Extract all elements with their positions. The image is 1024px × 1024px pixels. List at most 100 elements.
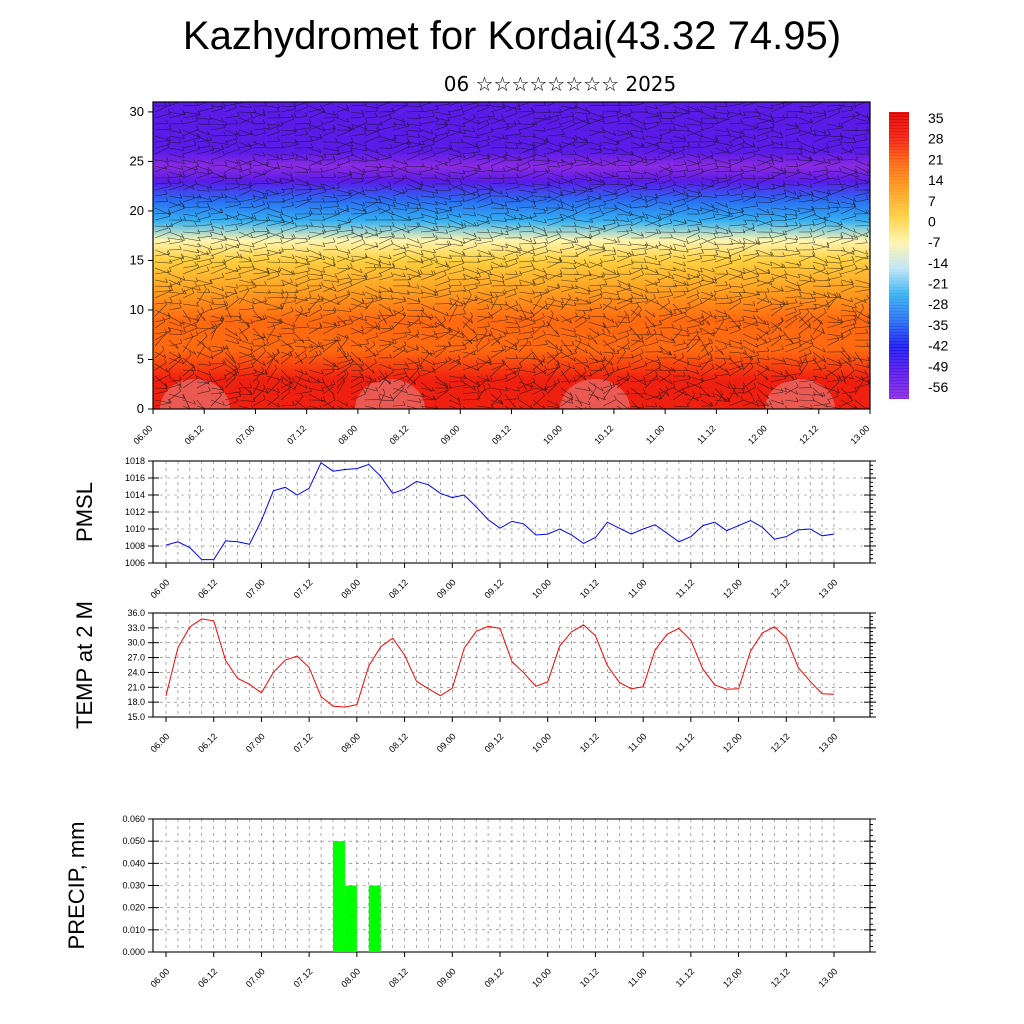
wind-barb <box>224 237 239 242</box>
wind-barb-flag <box>516 162 520 168</box>
wind-barb-flag <box>721 350 724 355</box>
wind-barb-flag <box>444 200 448 205</box>
wind-barb <box>644 213 660 220</box>
wind-barb <box>350 177 364 180</box>
wind-barb-flag <box>825 374 828 380</box>
wind-barb-flag <box>446 213 450 218</box>
wind-barb-flag <box>207 130 210 136</box>
wind-barb-flag <box>602 244 606 249</box>
wind-barb <box>854 268 868 275</box>
wind-barb-flag <box>805 358 809 364</box>
wind-barb <box>714 273 729 281</box>
wind-barb-flag <box>389 287 392 292</box>
wind-barb-flag <box>191 288 195 293</box>
wind-barb <box>700 216 716 221</box>
wind-barb <box>490 319 508 323</box>
wind-barb-flag <box>784 193 787 198</box>
wind-barb <box>798 171 812 176</box>
wind-barb-flag <box>266 249 270 254</box>
wind-barb-flag <box>277 388 280 393</box>
wind-barb-flag <box>697 335 701 340</box>
wind-barb <box>616 153 634 156</box>
wind-barb <box>504 315 523 320</box>
wind-barb-flag <box>358 357 362 362</box>
wind-barb-flag <box>639 193 643 198</box>
wind-barb-flag <box>568 293 571 299</box>
wind-barb <box>546 333 560 337</box>
wind-barb-flag <box>281 293 284 298</box>
wind-barb-flag <box>384 372 388 377</box>
wind-barb-flag <box>630 293 634 299</box>
wind-barb <box>210 291 228 298</box>
wind-barb <box>392 141 410 149</box>
wind-barb <box>168 159 185 165</box>
wind-barb-flag <box>768 233 772 238</box>
wind-barb <box>826 227 842 233</box>
wind-barb-flag <box>236 236 239 242</box>
wind-barb <box>714 249 730 254</box>
wind-barb <box>756 368 768 377</box>
wind-barb-flag <box>771 160 775 165</box>
wind-barb-flag <box>884 174 886 178</box>
wind-barb-flag <box>669 350 673 356</box>
wind-barb <box>406 267 421 275</box>
wind-barb <box>630 267 648 270</box>
wind-barb-flag <box>529 341 532 346</box>
wind-barb-flag <box>515 109 518 114</box>
wind-barb-flag <box>305 168 309 174</box>
wind-barb <box>448 204 462 209</box>
wind-barb <box>546 141 562 148</box>
wind-barb-flag <box>387 204 391 210</box>
wind-barb <box>252 127 270 131</box>
wind-barb-flag <box>780 370 783 376</box>
wind-barb <box>504 124 517 131</box>
wind-barb <box>560 105 577 109</box>
wind-barb <box>476 277 491 281</box>
wind-barb-flag <box>408 328 411 333</box>
wind-barb <box>588 262 603 269</box>
wind-barb <box>812 368 827 371</box>
wind-barb <box>210 105 226 108</box>
wind-barb <box>812 303 830 307</box>
wind-barb-flag <box>487 152 491 158</box>
wind-barb <box>784 302 798 305</box>
wind-barb-flag <box>728 341 732 346</box>
wind-barb <box>308 111 325 119</box>
wind-barb-flag <box>545 168 548 173</box>
wind-barb <box>294 326 309 329</box>
wind-barb <box>252 342 269 353</box>
wind-barb <box>434 244 451 251</box>
wind-barb-flag <box>501 246 504 251</box>
wind-barb <box>210 127 226 131</box>
wind-barb <box>280 116 297 119</box>
wind-barb-flag <box>473 386 476 391</box>
wind-barb <box>728 170 743 173</box>
wind-barb-flag <box>813 131 817 136</box>
wind-barb-flag <box>617 379 620 384</box>
wind-barb-flag <box>578 336 582 341</box>
wind-barb <box>266 333 282 338</box>
wind-barb <box>546 189 564 196</box>
wind-barb <box>826 138 843 143</box>
wind-barb <box>434 331 451 341</box>
wind-barb <box>406 183 421 191</box>
wind-barb-flag <box>520 214 523 219</box>
wind-barb-flag <box>839 140 842 145</box>
wind-barb <box>182 206 199 209</box>
wind-barb-flag <box>196 316 200 321</box>
wind-barb-flag <box>220 243 224 249</box>
wind-barb <box>714 159 731 165</box>
wind-barb <box>154 216 170 221</box>
wind-barb-flag <box>880 107 882 111</box>
wind-barb-flag <box>655 337 659 343</box>
wind-barb-flag <box>626 376 629 382</box>
wind-barb <box>854 297 867 303</box>
wind-barb-flag <box>291 244 295 250</box>
wind-barb <box>812 136 827 143</box>
wind-barb <box>868 183 870 185</box>
wind-barb-flag <box>167 173 170 179</box>
wind-barb-flag <box>568 363 571 368</box>
wind-barb-flag <box>823 308 827 313</box>
wind-barb-flag <box>639 305 642 311</box>
wind-barb-flag <box>851 145 855 150</box>
